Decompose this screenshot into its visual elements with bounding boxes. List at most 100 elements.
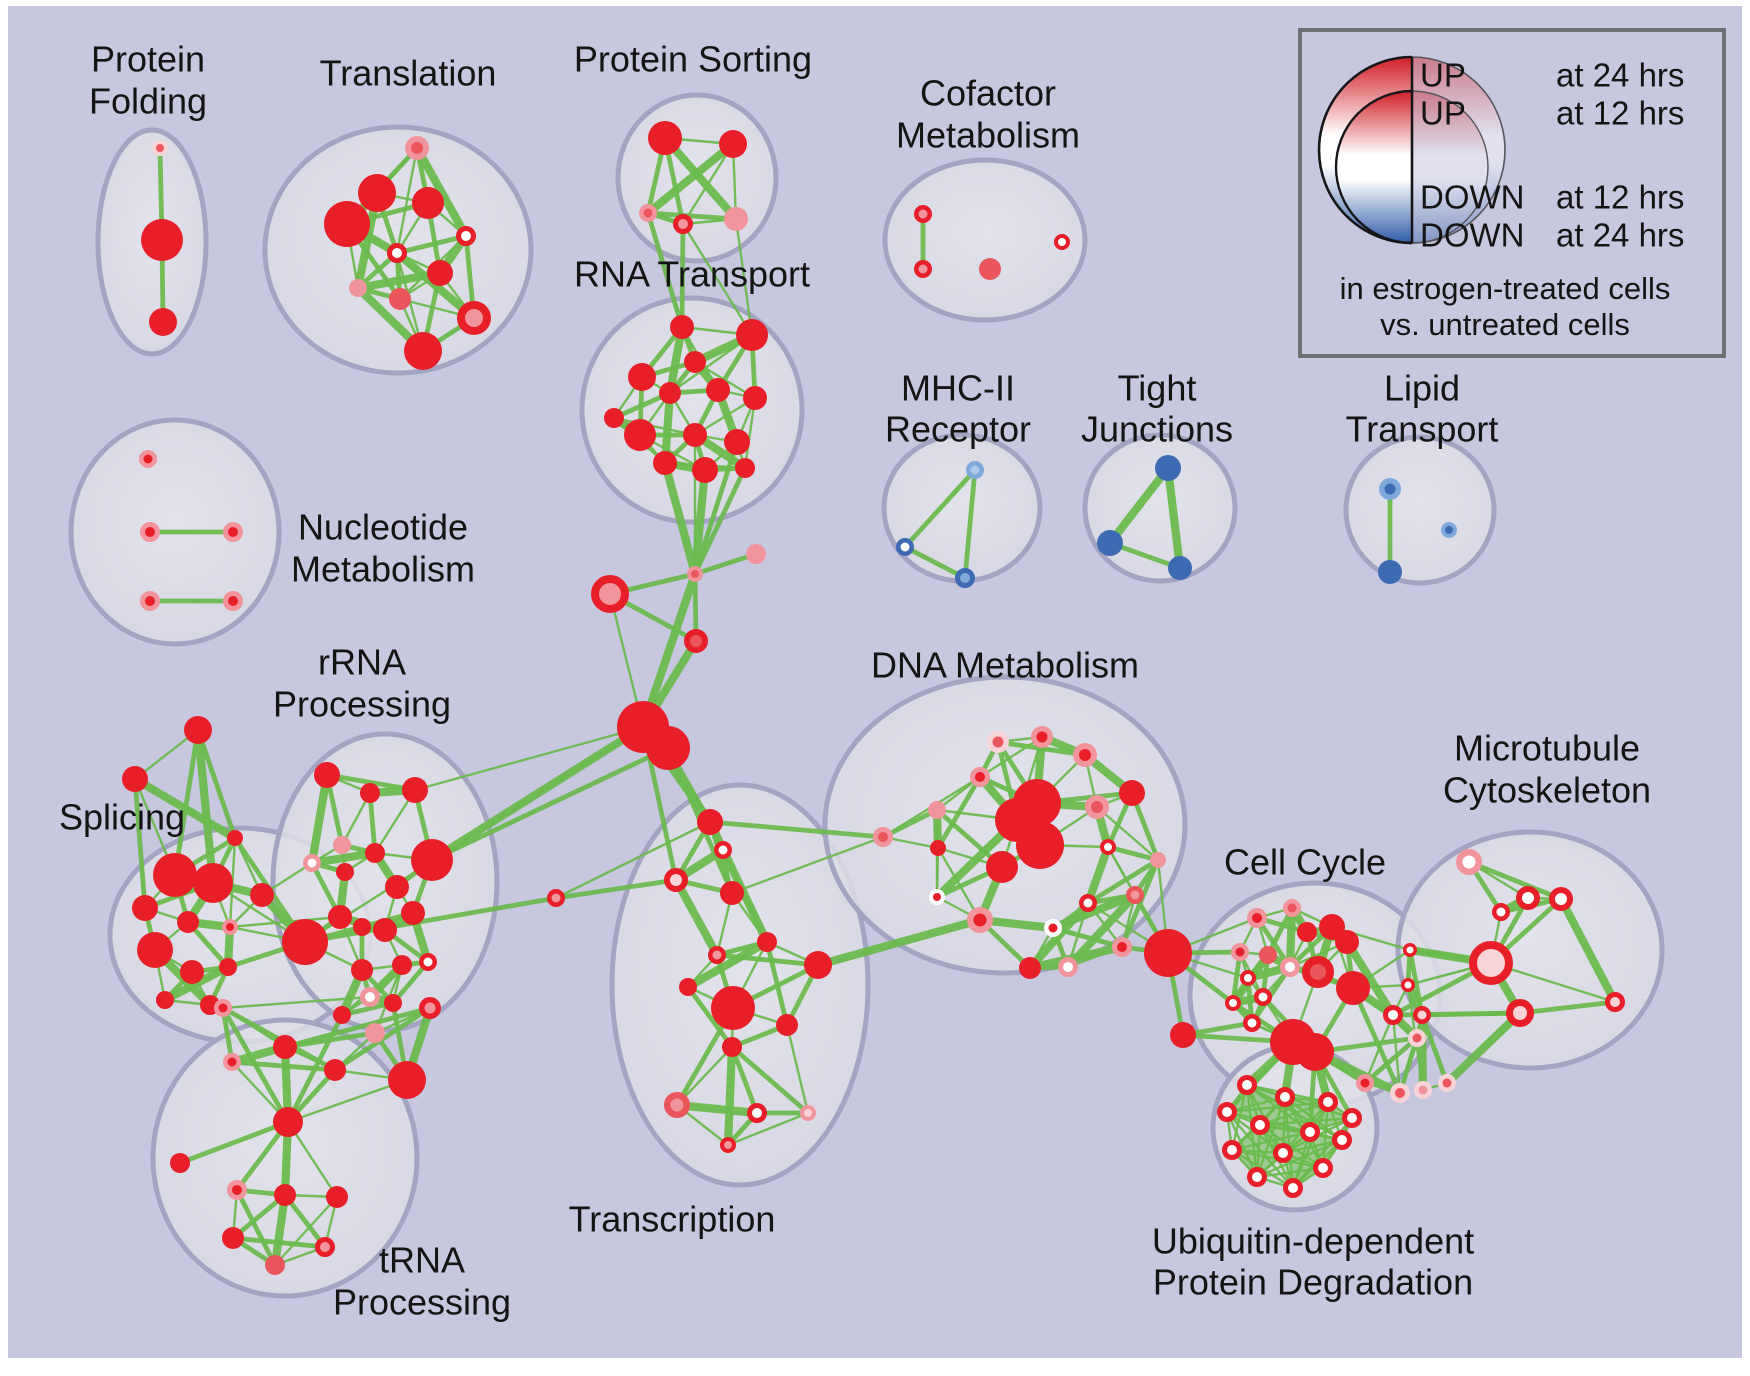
cluster-label-cc: Cell Cycle (1224, 842, 1386, 883)
node-ub-6 (1332, 1130, 1352, 1150)
node-tj-2 (1168, 556, 1192, 580)
edge (1398, 1013, 1424, 1095)
edge (1083, 842, 1113, 908)
node-tr-6 (427, 260, 453, 286)
cluster-label-mt: Microtubule (1454, 728, 1640, 769)
node-rt-11 (653, 451, 677, 475)
node-ps-2 (639, 204, 657, 222)
node-ub-7 (1222, 1140, 1242, 1160)
edge (307, 770, 332, 868)
node-mt-0 (1456, 849, 1482, 875)
cluster-ellipse-mt (1395, 829, 1665, 1071)
node-rr-9 (328, 905, 352, 929)
node-rr-7 (385, 875, 409, 899)
node-dm-18 (1150, 852, 1166, 868)
node-tx-14 (720, 1137, 736, 1153)
edge (286, 1078, 409, 1124)
node-cn-2 (591, 575, 629, 613)
edge (228, 915, 342, 929)
node-sp-9 (180, 960, 204, 984)
node-cc-4 (1335, 930, 1359, 954)
edge (395, 146, 419, 255)
node-tn-7 (273, 1107, 303, 1137)
cluster-ellipse-cf (882, 157, 1088, 323)
node-tn-9 (227, 1180, 247, 1200)
node-tr-3 (412, 187, 444, 219)
node-dm-2 (1073, 743, 1097, 767)
edge (685, 984, 735, 1050)
node-lt-0 (1379, 478, 1401, 500)
node-mt-11 (1414, 1081, 1432, 1099)
node-cn-6 (547, 889, 565, 907)
edge (681, 222, 754, 337)
edge (692, 465, 748, 577)
edge (1245, 1083, 1354, 1120)
edge (130, 774, 240, 843)
node-cc-16 (1383, 1005, 1403, 1025)
node-dm-5 (1119, 780, 1145, 806)
edge (221, 995, 372, 1010)
node-cn-1 (746, 544, 766, 564)
node-cc-0 (1247, 908, 1267, 928)
node-ub-8 (1273, 1143, 1293, 1163)
node-cc-13 (1243, 1014, 1261, 1032)
node-tn-4 (388, 1061, 426, 1099)
edge (1291, 1116, 1354, 1190)
node-tn-13 (315, 1237, 335, 1257)
node-dm-20 (1058, 957, 1078, 977)
edge (367, 790, 378, 856)
node-tx-3 (720, 881, 744, 905)
edge (683, 937, 772, 992)
node-mh-0 (966, 461, 984, 479)
node-sp-12 (282, 919, 328, 965)
edge (681, 142, 735, 226)
node-cc-19 (1390, 1083, 1410, 1103)
node-tx-10 (722, 1037, 742, 1057)
cluster-label-cf: Cofactor (920, 73, 1056, 114)
cluster-label-mh: Receptor (885, 409, 1031, 450)
node-dm-14 (967, 907, 993, 933)
cluster-label-lt: Transport (1346, 409, 1499, 450)
edge (220, 1005, 235, 1065)
node-rr-14 (392, 955, 412, 975)
node-tn-10 (274, 1184, 296, 1206)
node-rr-16 (360, 987, 380, 1007)
node-dm-12 (1100, 839, 1116, 855)
node-lt-2 (1441, 522, 1457, 538)
edge (1255, 1166, 1325, 1179)
node-sp-8 (137, 932, 173, 968)
edge (303, 725, 645, 944)
edge (902, 467, 978, 550)
cluster-ellipse-lt (1343, 434, 1497, 586)
edge (645, 210, 685, 330)
node-tr-8 (389, 288, 411, 310)
edge (1225, 1110, 1295, 1190)
node-sp-5 (132, 895, 158, 921)
node-sp-11 (250, 883, 274, 907)
cluster-label-rr: rRNA (318, 642, 406, 683)
node-cc-5 (1231, 943, 1249, 961)
edge (1105, 844, 1161, 863)
edge (1283, 1095, 1295, 1190)
node-dm-4 (928, 801, 946, 819)
edge (554, 820, 712, 900)
edge (1556, 894, 1620, 1007)
edge (132, 776, 148, 911)
edge (302, 895, 559, 945)
edge (1085, 857, 1161, 906)
node-tr-0 (405, 136, 429, 160)
edge (730, 835, 885, 895)
node-ub-1 (1275, 1087, 1295, 1107)
node-sp-0 (184, 716, 212, 744)
edge (285, 1012, 345, 1125)
node-cc-15 (1296, 1033, 1334, 1071)
node-ps-3 (673, 214, 693, 234)
node-rr-18 (333, 1006, 351, 1024)
node-rr-17 (384, 994, 402, 1012)
edge (413, 725, 645, 792)
node-mh-1 (896, 538, 914, 556)
node-mt-6 (1469, 941, 1513, 985)
node-rr-3 (333, 836, 351, 854)
cluster-label-rr: Processing (273, 684, 451, 725)
node-tx-7 (804, 951, 832, 979)
